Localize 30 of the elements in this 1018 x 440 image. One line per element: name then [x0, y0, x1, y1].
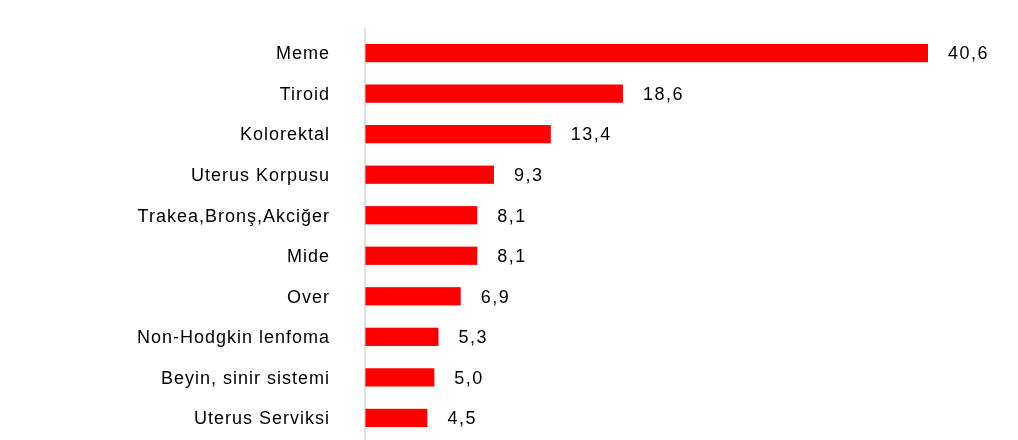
bar	[365, 43, 928, 63]
bar	[365, 408, 428, 428]
data-label: 13,4	[570, 124, 612, 145]
y-tick-label: Uterus Korpusu	[190, 164, 330, 185]
data-label: 5,3	[458, 327, 489, 348]
bar	[365, 327, 439, 346]
data-label: 40,6	[948, 43, 990, 64]
bar	[365, 125, 551, 144]
data-label: 8,1	[497, 205, 527, 226]
data-label: 18,6	[642, 83, 684, 104]
y-tick-label: Non-Hodgkin lenfoma	[136, 327, 330, 348]
data-label: 9,3	[513, 164, 544, 185]
y-tick-label: Beyin, sinir sistemi	[160, 367, 330, 388]
y-tick-label: Kolorektal	[239, 124, 330, 145]
y-tick-label: Tiroid	[279, 83, 330, 104]
y-tick-label: Over	[286, 286, 330, 307]
bar	[365, 287, 461, 306]
bar	[365, 368, 435, 387]
bar	[365, 84, 623, 103]
bar	[365, 246, 478, 265]
data-label: 4,5	[447, 408, 477, 429]
y-tick-label: Meme	[275, 43, 330, 64]
y-tick-label: Trakea,Bronş,Akciğer	[137, 205, 330, 226]
data-label: 6,9	[480, 286, 511, 307]
data-label: 8,1	[497, 246, 527, 267]
bar	[365, 165, 494, 184]
bar	[365, 206, 478, 225]
y-tick-label: Uterus Serviksi	[193, 408, 330, 429]
y-tick-label: Mide	[286, 246, 330, 267]
data-label: 5,0	[454, 367, 484, 388]
